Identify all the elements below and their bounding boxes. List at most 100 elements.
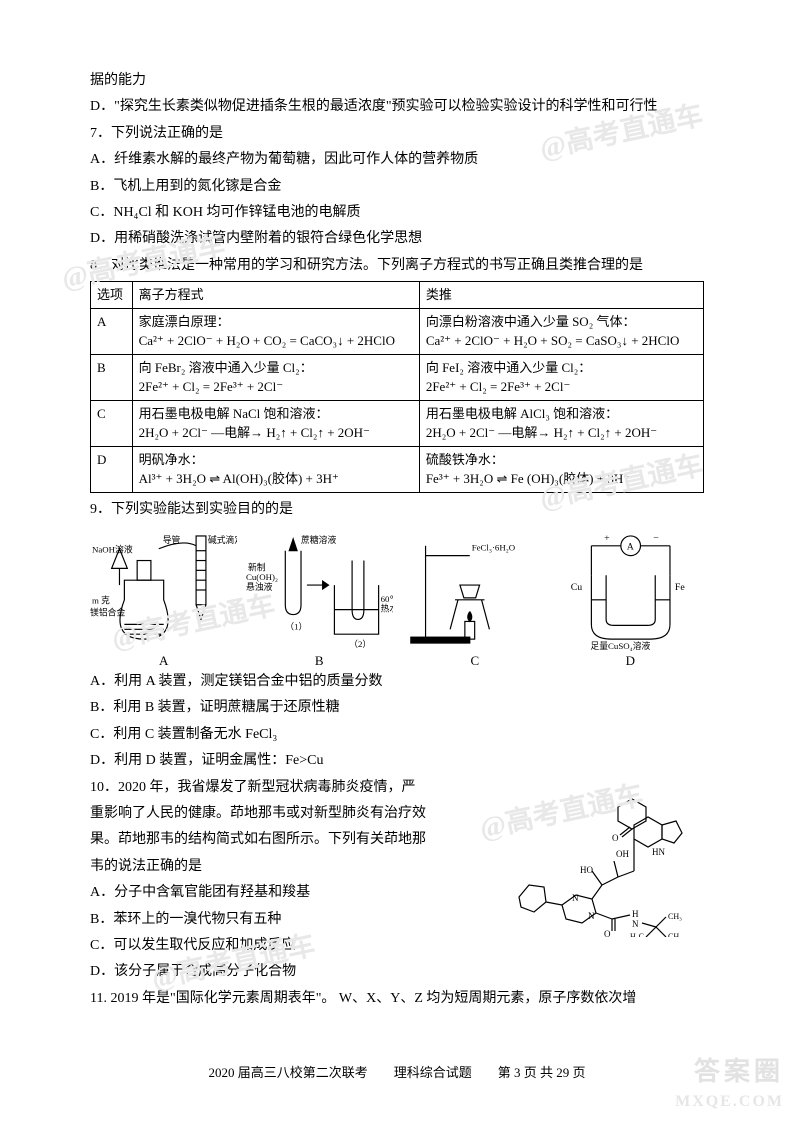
question-8: 8．对比类推法是一种常用的学习和研究方法。下列离子方程式的书写正确且类推合理的是: [90, 255, 704, 277]
annot: 60℃: [380, 594, 393, 604]
figure-c: FeCl₃·6H₂O C: [401, 529, 548, 669]
figure-label: A: [159, 653, 168, 669]
annot: Cu: [570, 582, 582, 593]
cell-opt: A: [91, 308, 133, 354]
corner-watermark-2: MXQE.COM: [675, 1093, 784, 1111]
figure-a: NaOH溶液 m 克 镁铝合金 导管 碱式滴定管 A: [90, 529, 237, 669]
col-head-eq: 离子方程式: [132, 282, 419, 309]
annot: 蔗糖溶液: [301, 534, 336, 545]
cell-line: 明矾净水：: [139, 450, 413, 470]
table-row: D 明矾净水：Al³⁺ + 3H₂O ⇌ Al(OH)₃(胶体) + 3H⁺ 硫…: [91, 446, 704, 492]
svg-text:CH₃: CH₃: [668, 912, 682, 921]
apparatus-c-icon: FeCl₃·6H₂O: [401, 529, 548, 651]
annot: （2）: [349, 639, 371, 649]
figure-row: NaOH溶液 m 克 镁铝合金 导管 碱式滴定管 A 蔗糖溶液: [90, 529, 704, 669]
svg-text:HN: HN: [652, 847, 665, 857]
annot: NaOH溶液: [92, 544, 133, 555]
annot: FeCl₃·6H₂O: [472, 543, 516, 553]
cell-analog: 向漂白粉溶液中通入少量 SO₂ 气体：Ca²⁺ + 2ClO⁻ + H₂O + …: [419, 308, 703, 354]
q8-table: 选项 离子方程式 类推 A 家庭漂白原理：Ca²⁺ + 2ClO⁻ + H₂O …: [90, 281, 704, 493]
cell-line: 2Fe²⁺ + Cl₂ = 2Fe³⁺ + 2Cl⁻: [139, 377, 413, 397]
cell-opt: B: [91, 354, 133, 400]
annot: （1）: [285, 621, 307, 631]
svg-text:OH: OH: [616, 849, 629, 859]
svg-text:N: N: [572, 893, 579, 903]
annot: 导管: [163, 534, 181, 545]
figure-d: A + − Cu Fe 足量CuSO₄溶液 D: [557, 529, 704, 669]
corner-watermark-1: 答案圈: [694, 1051, 784, 1088]
cell-line: Al³⁺ + 3H₂O ⇌ Al(OH)₃(胶体) + 3H⁺: [139, 469, 413, 489]
table-row: A 家庭漂白原理：Ca²⁺ + 2ClO⁻ + H₂O + CO₂ = CaCO…: [91, 308, 704, 354]
col-head-opt: 选项: [91, 282, 133, 309]
question-9: 9．下列实验能达到实验目的的是: [90, 499, 704, 521]
table-row: B 向 FeBr₂ 溶液中通入少量 Cl₂：2Fe²⁺ + Cl₂ = 2Fe³…: [91, 354, 704, 400]
cell-analog: 用石墨电极电解 AlCl₃ 饱和溶液：2H₂O + 2Cl⁻ —电解→ H₂↑ …: [419, 400, 703, 446]
page-footer: 2020 届高三八校第二次联考 理科综合试题 第 3 页 共 29 页: [0, 1062, 794, 1081]
question-11: 11. 2019 年是"国际化学元素周期表年"。 W、X、Y、Z 均为短周期元素…: [90, 988, 704, 1010]
q7-opt-a: A．纤维素水解的最终产物为葡萄糖，因此可作人体的营养物质: [90, 149, 704, 171]
q9-opt-c: C．利用 C 装置制备无水 FeCl₃: [90, 724, 704, 746]
annot: Fe: [675, 582, 685, 593]
cell-line: Ca²⁺ + 2ClO⁻ + H₂O + SO₂ = CaSO₃↓ + 2HCl…: [426, 331, 697, 351]
figure-label: D: [626, 653, 635, 669]
cell-analog: 硫酸铁净水：Fe³⁺ + 3H₂O ⇌ Fe (OH)₃(胶体) + 3H⁺: [419, 446, 703, 492]
apparatus-a-icon: NaOH溶液 m 克 镁铝合金 导管 碱式滴定管: [90, 529, 237, 651]
col-head-analog: 类推: [419, 282, 703, 309]
svg-text:H₃C: H₃C: [630, 932, 644, 937]
cell-eq: 明矾净水：Al³⁺ + 3H₂O ⇌ Al(OH)₃(胶体) + 3H⁺: [132, 446, 419, 492]
cell-line: 2H₂O + 2Cl⁻ —电解→ H₂↑ + Cl₂↑ + 2OH⁻: [426, 423, 697, 443]
q10-opt-c: C．可以发生取代反应和加成反应: [90, 935, 704, 957]
cell-eq: 向 FeBr₂ 溶液中通入少量 Cl₂：2Fe²⁺ + Cl₂ = 2Fe³⁺ …: [132, 354, 419, 400]
option-d: D．"探究生长素类似物促进插条生根的最适浓度"预实验可以检验实验设计的科学性和可…: [90, 96, 704, 118]
cell-line: 向 FeI₂ 溶液中通入少量 Cl₂：: [426, 358, 697, 378]
cell-line: 硫酸铁净水：: [426, 450, 697, 470]
cell-analog: 向 FeI₂ 溶液中通入少量 Cl₂：2Fe²⁺ + Cl₂ = 2Fe³⁺ +…: [419, 354, 703, 400]
svg-text:N: N: [588, 911, 595, 921]
apparatus-b-icon: 蔗糖溶液 新制 Cu(OH)₂ 悬浊液 60℃ 热水 （1） （2）: [246, 529, 393, 651]
q9-opt-d: D．利用 D 装置，证明金属性：Fe>Cu: [90, 750, 704, 772]
annot: 热水: [380, 603, 393, 614]
cell-eq: 家庭漂白原理：Ca²⁺ + 2ClO⁻ + H₂O + CO₂ = CaCO₃↓…: [132, 308, 419, 354]
q7-opt-b: B．飞机上用到的氮化镓是合金: [90, 176, 704, 198]
figure-b: 蔗糖溶液 新制 Cu(OH)₂ 悬浊液 60℃ 热水 （1） （2） B: [246, 529, 393, 669]
q7-opt-d: D．用稀硝酸洗涤试管内壁附着的银符合绿色化学思想: [90, 228, 704, 250]
q9-opt-b: B．利用 B 装置，证明蔗糖属于还原性糖: [90, 697, 704, 719]
annot: Cu(OH)₂: [246, 572, 278, 582]
annot: −: [653, 533, 659, 544]
annot: A: [626, 542, 634, 553]
figure-label: C: [470, 653, 479, 669]
annot: +: [604, 533, 610, 544]
cell-line: 2Fe²⁺ + Cl₂ = 2Fe³⁺ + 2Cl⁻: [426, 377, 697, 397]
cell-opt: D: [91, 446, 133, 492]
svg-text:N: N: [632, 919, 639, 929]
annot: 足量CuSO₄溶液: [590, 640, 650, 651]
q7-opt-c: C．NH₄Cl 和 KOH 均可作锌锰电池的电解质: [90, 202, 704, 224]
annot: 新制: [248, 561, 266, 572]
q9-opt-a: A．利用 A 装置，测定镁铝合金中铝的质量分数: [90, 671, 704, 693]
svg-text:O: O: [604, 929, 611, 937]
svg-text:HO: HO: [580, 865, 593, 875]
cell-line: 向漂白粉溶液中通入少量 SO₂ 气体：: [426, 312, 697, 332]
molecule-icon: N N HO OH HN O H N: [504, 777, 704, 937]
annot: 碱式滴定管: [208, 534, 237, 545]
annot: m 克: [92, 596, 110, 606]
cell-eq: 用石墨电极电解 NaCl 饱和溶液：2H₂O + 2Cl⁻ —电解→ H₂↑ +…: [132, 400, 419, 446]
cell-line: 用石墨电极电解 AlCl₃ 饱和溶液：: [426, 404, 697, 424]
svg-text:H: H: [632, 909, 639, 919]
annot: 悬浊液: [246, 581, 273, 592]
cell-line: 2H₂O + 2Cl⁻ —电解→ H₂↑ + Cl₂↑ + 2OH⁻: [139, 423, 413, 443]
cell-line: Fe³⁺ + 3H₂O ⇌ Fe (OH)₃(胶体) + 3H⁺: [426, 469, 697, 489]
cell-line: 用石墨电极电解 NaCl 饱和溶液：: [139, 404, 413, 424]
annot: 镁铝合金: [90, 607, 125, 618]
cell-opt: C: [91, 400, 133, 446]
apparatus-d-icon: A + − Cu Fe 足量CuSO₄溶液: [557, 529, 704, 651]
body-text: 据的能力: [90, 70, 704, 92]
question-7: 7．下列说法正确的是: [90, 123, 704, 145]
cell-line: Ca²⁺ + 2ClO⁻ + H₂O + CO₂ = CaCO₃↓ + 2HCl…: [139, 331, 413, 351]
q10-opt-d: D．该分子属于合成高分子化合物: [90, 961, 704, 983]
svg-text:O: O: [612, 833, 619, 843]
cell-line: 家庭漂白原理：: [139, 312, 413, 332]
svg-text:CH₃: CH₃: [668, 932, 682, 937]
cell-line: 向 FeBr₂ 溶液中通入少量 Cl₂：: [139, 358, 413, 378]
table-row: C 用石墨电极电解 NaCl 饱和溶液：2H₂O + 2Cl⁻ —电解→ H₂↑…: [91, 400, 704, 446]
